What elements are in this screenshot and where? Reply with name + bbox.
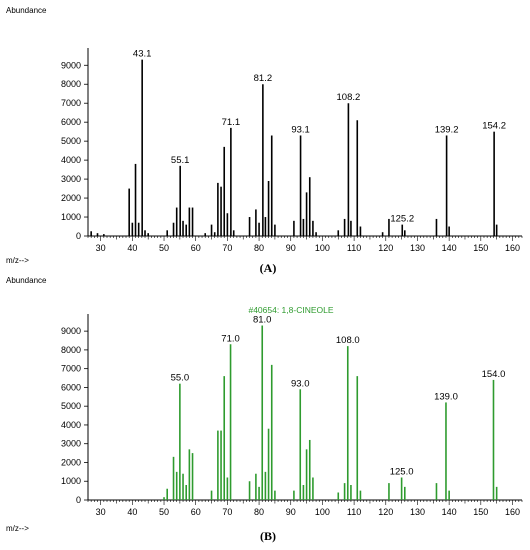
- x-tick-label: 90: [286, 507, 296, 517]
- peak-label: 154.0: [482, 369, 506, 380]
- y-axis-title: Abundance: [6, 6, 47, 15]
- x-axis-title: m/z-->: [6, 256, 29, 265]
- panel-label: (B): [260, 529, 276, 543]
- x-tick-label: 30: [96, 243, 106, 253]
- peak-label: 108.0: [336, 335, 360, 346]
- peak-label: 139.2: [435, 124, 459, 135]
- x-tick-label: 100: [315, 507, 330, 517]
- x-tick-label: 120: [378, 243, 393, 253]
- x-tick-label: 30: [96, 507, 106, 517]
- x-axis-title: m/z-->: [6, 524, 29, 533]
- x-tick-label: 40: [127, 243, 137, 253]
- y-tick-label: 3000: [61, 439, 81, 449]
- y-tick-label: 1000: [61, 476, 81, 486]
- y-tick-label: 2000: [61, 457, 81, 467]
- x-tick-label: 160: [505, 243, 520, 253]
- y-tick-label: 0: [76, 495, 81, 505]
- y-tick-label: 4000: [61, 155, 81, 165]
- x-tick-label: 150: [473, 507, 488, 517]
- x-tick-label: 140: [442, 507, 457, 517]
- x-tick-label: 50: [159, 243, 169, 253]
- y-tick-label: 5000: [61, 136, 81, 146]
- x-tick-label: 70: [222, 507, 232, 517]
- peak-label: 71.1: [222, 117, 241, 128]
- x-tick-label: 110: [347, 243, 361, 253]
- x-tick-label: 80: [254, 507, 264, 517]
- x-tick-label: 50: [159, 507, 169, 517]
- x-tick-label: 150: [473, 243, 488, 253]
- y-tick-label: 7000: [61, 364, 81, 374]
- x-tick-label: 130: [410, 507, 425, 517]
- peak-label: 125.0: [390, 466, 414, 477]
- peak-label: 93.1: [291, 124, 310, 135]
- peak-label: 108.2: [337, 92, 361, 103]
- peak-label: 55.0: [171, 373, 190, 384]
- y-tick-label: 5000: [61, 401, 81, 411]
- peak-label: 43.1: [133, 49, 152, 60]
- y-tick-label: 1000: [61, 212, 81, 222]
- peak-label: 139.0: [434, 391, 458, 402]
- peak-label: 81.2: [254, 73, 273, 84]
- x-tick-label: 60: [191, 243, 201, 253]
- y-tick-label: 4000: [61, 420, 81, 430]
- x-tick-label: 100: [315, 243, 330, 253]
- y-tick-label: 7000: [61, 98, 81, 108]
- panel-label: (A): [260, 261, 277, 275]
- peak-label: 125.2: [390, 214, 414, 225]
- y-tick-label: 3000: [61, 174, 81, 184]
- peak-label: 55.1: [171, 155, 190, 166]
- y-tick-label: 8000: [61, 345, 81, 355]
- y-tick-label: 9000: [61, 60, 81, 70]
- peak-label: 81.0: [253, 315, 272, 326]
- y-tick-label: 2000: [61, 193, 81, 203]
- x-tick-label: 80: [254, 243, 264, 253]
- x-tick-label: 130: [410, 243, 425, 253]
- y-tick-label: 6000: [61, 382, 81, 392]
- y-tick-label: 6000: [61, 117, 81, 127]
- y-tick-label: 0: [76, 231, 81, 241]
- x-tick-label: 160: [505, 507, 520, 517]
- spectrum-panel-b: Abundance #40654: 1,8-CINEOLE 0 1000 2000 300…: [6, 276, 523, 543]
- x-tick-label: 70: [222, 243, 232, 253]
- y-axis-title: Abundance: [6, 276, 47, 285]
- peak-label: 93.0: [291, 378, 310, 389]
- peak-label: 71.0: [221, 333, 240, 344]
- x-tick-label: 40: [127, 507, 137, 517]
- x-tick-label: 110: [347, 507, 361, 517]
- library-match-title: #40654: 1,8-CINEOLE: [248, 305, 333, 315]
- x-tick-label: 140: [442, 243, 457, 253]
- y-tick-label: 8000: [61, 79, 81, 89]
- x-tick-label: 60: [191, 507, 201, 517]
- x-tick-label: 90: [286, 243, 296, 253]
- spectrum-panel-a: Abundance 0 1000 2000 3000 4000 5000 6000 7000 80…: [6, 6, 523, 275]
- y-tick-label: 9000: [61, 326, 81, 336]
- peak-label: 154.2: [482, 121, 506, 132]
- x-tick-label: 120: [378, 507, 393, 517]
